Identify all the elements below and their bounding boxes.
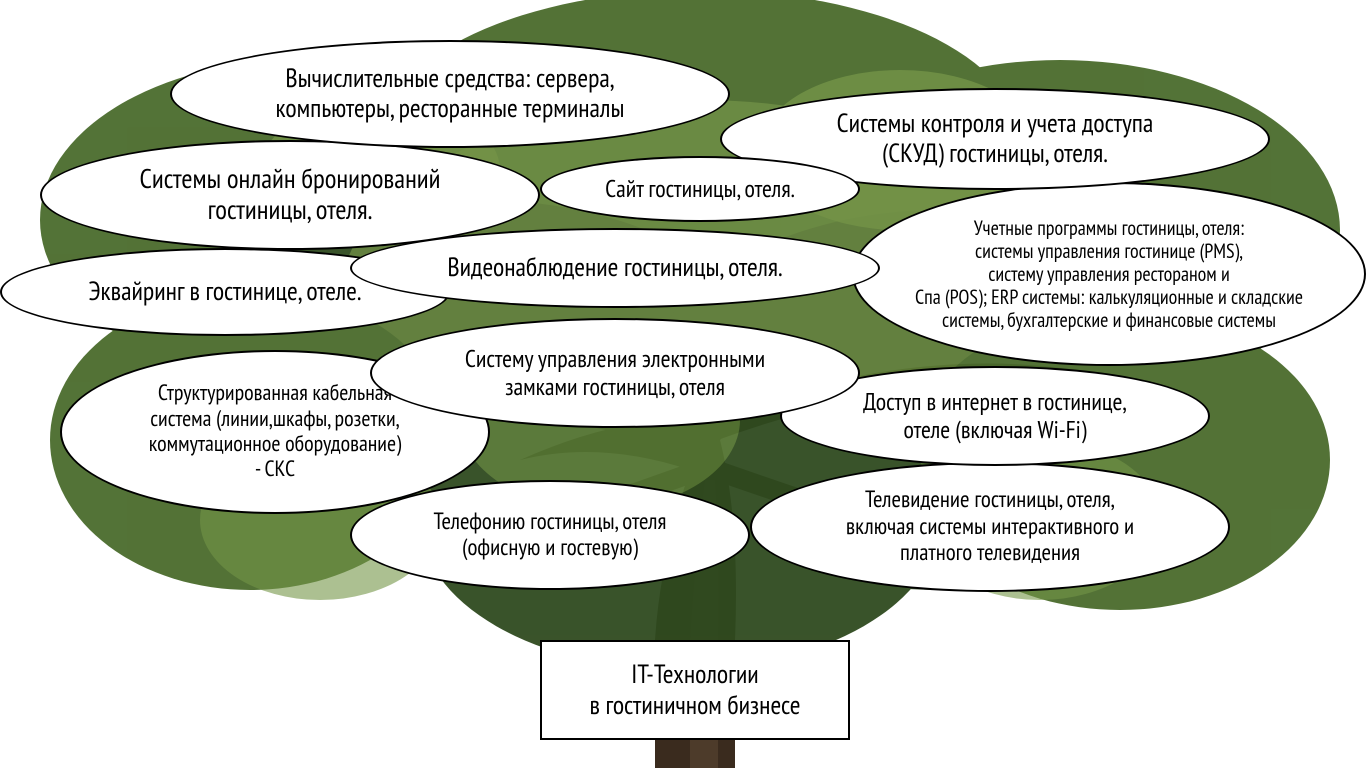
node-label: Системы контроля и учета доступа (СКУД) … — [809, 109, 1182, 169]
node-phone: Телефонию гостиницы, отеля (офисную и го… — [350, 480, 750, 590]
node-booking: Системы онлайн бронирований гостиницы, о… — [40, 140, 540, 250]
node-label: Телевидение гостиницы, отеля, включая си… — [818, 487, 1162, 566]
node-label: Сайт гостиницы, отеля. — [577, 175, 823, 203]
root-box: IT-Технологии в гостиничном бизнесе — [540, 640, 850, 740]
node-tv: Телевидение гостиницы, отеля, включая си… — [750, 462, 1230, 592]
node-locks: Систему управления электронными замками … — [370, 318, 860, 428]
node-label: Видеонаблюдение гостиницы, отеля. — [419, 253, 810, 283]
node-label: Вычислительные средства: сервера, компью… — [248, 64, 653, 124]
node-label: Системы онлайн бронирований гостиницы, о… — [112, 164, 469, 226]
diagram-stage: Вычислительные средства: сервера, компью… — [0, 0, 1366, 768]
node-accounting: Учетные программы гостиницы, отеля: сист… — [852, 182, 1366, 366]
node-label: Эквайринг в гостинице, отеле. — [60, 277, 389, 307]
root-label: IT-Технологии в гостиничном бизнесе — [589, 659, 800, 721]
node-label: Учетные программы гостиницы, отеля: сист… — [887, 217, 1331, 332]
node-label: Систему управления электронными замками … — [437, 345, 793, 400]
node-computing: Вычислительные средства: сервера, компью… — [170, 40, 730, 148]
node-site: Сайт гостиницы, отеля. — [540, 156, 860, 222]
node-label: Доступ в интернет в гостинице, отеле (вк… — [835, 388, 1155, 443]
node-label: Структурированная кабельная система (лин… — [121, 381, 429, 482]
node-label: Телефонию гостиницы, отеля (офисную и го… — [406, 509, 695, 562]
